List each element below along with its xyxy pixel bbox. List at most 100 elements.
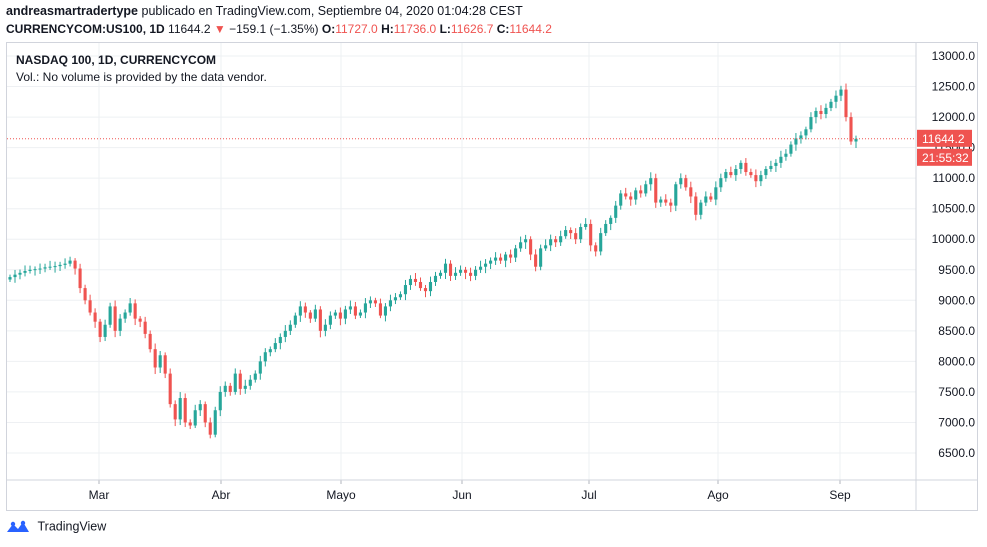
candle [458, 265, 463, 276]
candle [218, 386, 222, 417]
candle-body [73, 260, 77, 269]
candle [118, 314, 122, 337]
candle-body [579, 227, 583, 240]
candle-body [228, 385, 232, 392]
candle-body [443, 263, 448, 273]
candle-body [684, 178, 688, 188]
last-price-axis-label: 11644.2 [922, 132, 965, 146]
candle [463, 266, 468, 280]
candle [473, 266, 478, 281]
change-value: −159.1 (−1.35%) [229, 22, 319, 36]
candle-body [624, 193, 628, 197]
open-value: 11727.0 [335, 22, 378, 36]
candle [539, 244, 543, 271]
candle-body [428, 281, 433, 292]
candle [664, 194, 668, 206]
low-label: L: [439, 22, 451, 36]
candle [353, 301, 357, 320]
open-label: O: [321, 22, 336, 36]
candle [283, 325, 287, 343]
price-axis: 6500.0 7000.0 7500.0 8000.0 8500.0 9000.0 9500… [915, 43, 975, 511]
candle [63, 258, 67, 269]
candle [549, 234, 553, 252]
candle-body [393, 297, 398, 301]
candle-body [639, 190, 643, 194]
candle-body [328, 315, 332, 325]
candle-body [78, 268, 82, 289]
candle-body [709, 196, 713, 200]
candle [178, 392, 182, 426]
candle [834, 90, 838, 109]
y-tick-label: 9000.0 [938, 293, 975, 307]
candle-body [669, 202, 673, 206]
candle-body [58, 264, 62, 267]
tradingview-logo[interactable]: TradingView [6, 519, 106, 534]
candle [494, 252, 498, 265]
candle-body [779, 156, 783, 163]
candle-body [724, 172, 728, 179]
candle [368, 296, 372, 309]
candle-body [363, 303, 367, 313]
candle-body [213, 410, 217, 435]
candle-body [784, 153, 788, 157]
candle [233, 368, 237, 395]
candle [649, 172, 653, 191]
candle-body [123, 312, 127, 319]
candle-body [734, 168, 738, 176]
candle [529, 236, 533, 261]
candle [238, 369, 242, 395]
symbol-label: CURRENCYCOM:US100, 1D [6, 22, 165, 36]
candle-body [168, 373, 172, 405]
candle-body [133, 303, 137, 319]
candle-body [398, 294, 403, 298]
candle [719, 173, 723, 192]
candle [544, 239, 548, 251]
candle [168, 368, 172, 408]
candle [594, 242, 598, 257]
candle-body [248, 379, 252, 386]
candle-body [48, 266, 52, 268]
candle [799, 131, 803, 144]
candle-body [298, 306, 302, 316]
candle [228, 382, 232, 396]
candle-body [694, 196, 698, 215]
candle [519, 236, 523, 252]
candle [33, 266, 37, 276]
candle [574, 228, 578, 245]
candle [614, 200, 618, 223]
candle-body [433, 275, 438, 282]
candle [468, 267, 473, 282]
candle-body [233, 373, 237, 392]
candle-body [809, 117, 813, 130]
candle-body [554, 239, 558, 243]
candle-body [759, 175, 763, 182]
candle-body [138, 318, 142, 322]
candle [408, 275, 413, 290]
candle [624, 187, 628, 200]
candle [639, 185, 643, 198]
candle-body [629, 196, 633, 200]
y-tick-label: 7000.0 [938, 415, 975, 429]
candle-body [589, 223, 593, 246]
candle-body [679, 178, 683, 185]
candle [193, 404, 197, 429]
candle [18, 269, 22, 280]
candle [23, 265, 27, 277]
candle [123, 309, 127, 323]
candle [779, 150, 783, 168]
candle-body [198, 404, 202, 411]
candle [58, 261, 62, 271]
candle [128, 297, 132, 316]
candle [443, 258, 448, 279]
candle-body [208, 422, 212, 435]
candle [839, 85, 843, 102]
candle-body [774, 162, 778, 166]
candle [774, 159, 778, 172]
candle [714, 181, 718, 206]
x-tick-label: Sep [829, 488, 851, 502]
candle-body [599, 233, 603, 252]
candle [534, 249, 538, 272]
candle-body [183, 398, 187, 423]
candle [448, 260, 453, 282]
